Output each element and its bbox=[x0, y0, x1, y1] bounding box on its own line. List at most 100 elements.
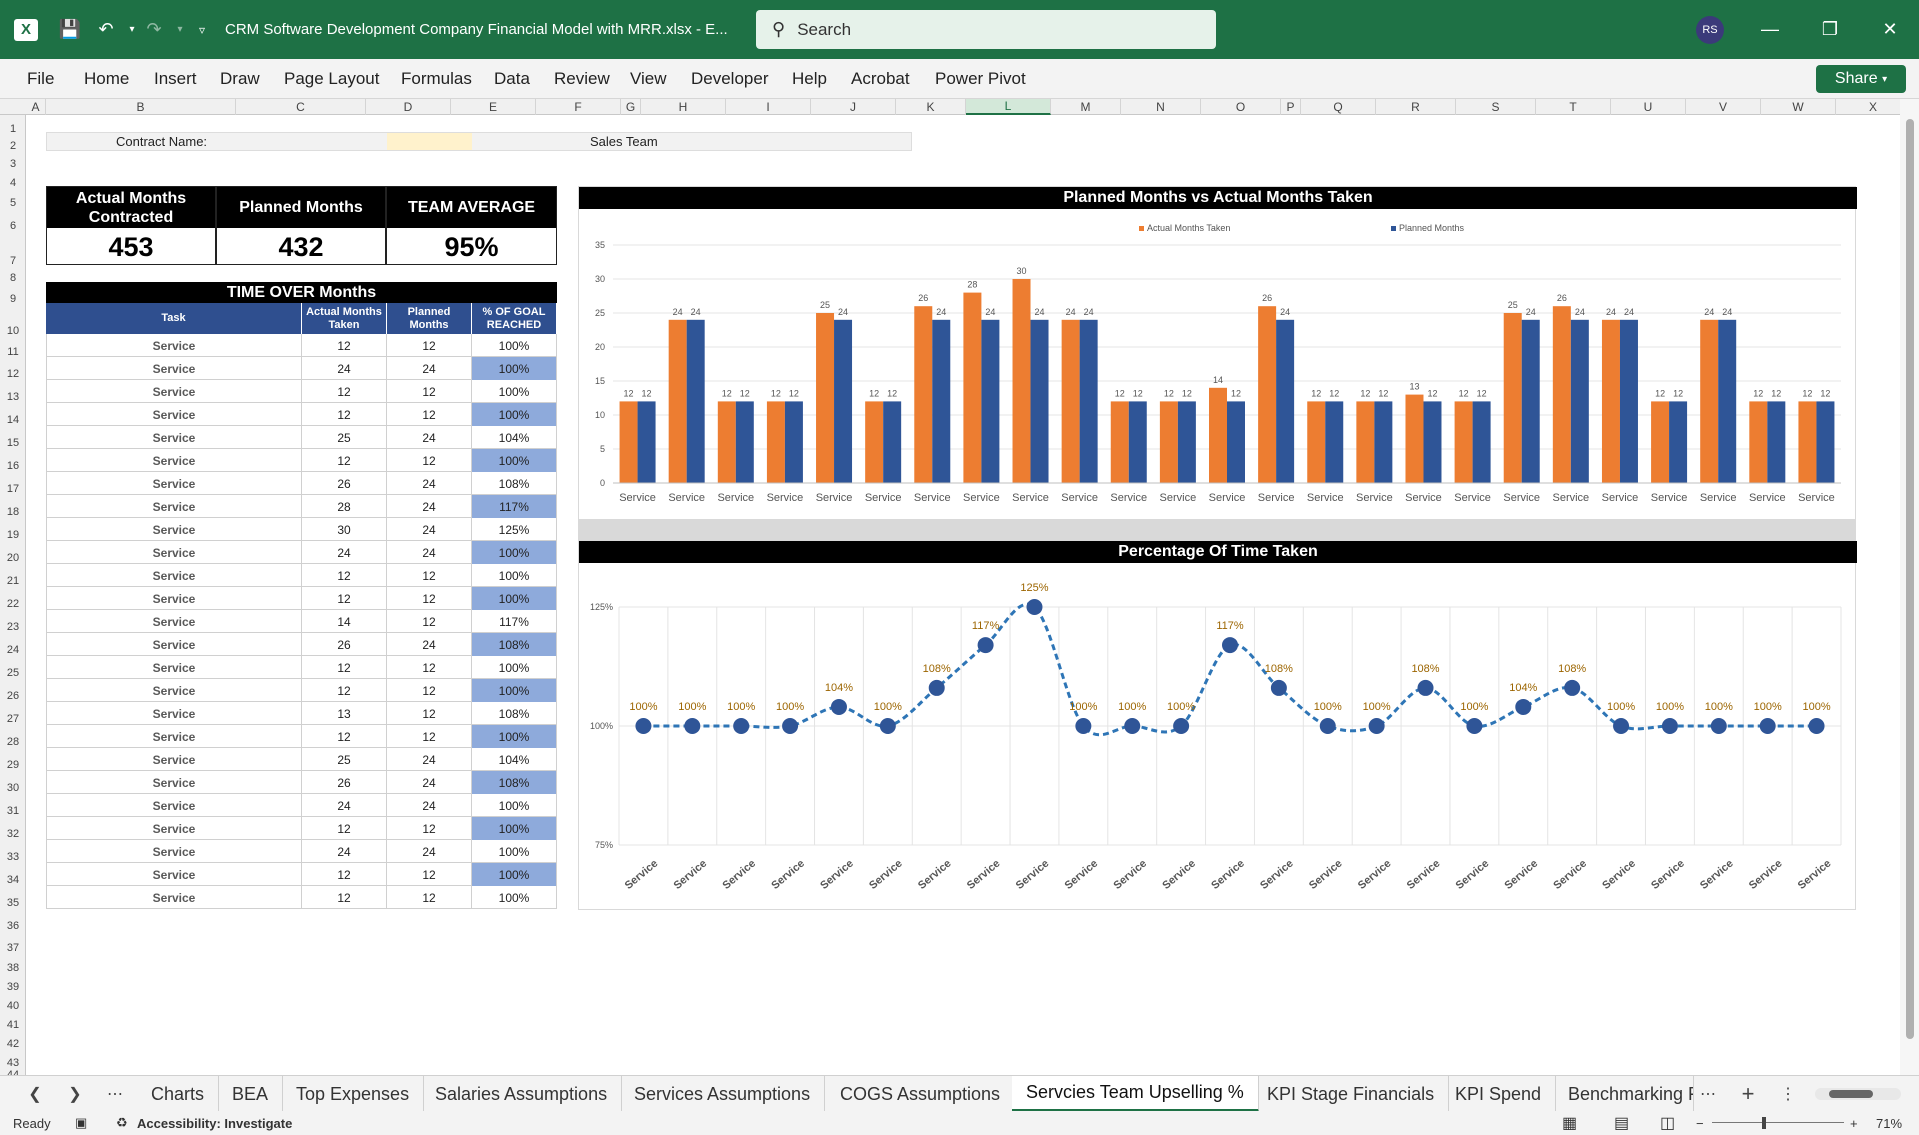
cell-task[interactable]: Service bbox=[46, 357, 302, 380]
menu-insert[interactable]: Insert bbox=[154, 69, 197, 88]
page-break-view-icon[interactable]: ◫ bbox=[1660, 1115, 1676, 1132]
cell-planned-months[interactable]: 12 bbox=[387, 886, 472, 909]
row-header[interactable]: 11 bbox=[7, 346, 19, 358]
cell-actual-months[interactable]: 12 bbox=[302, 449, 387, 472]
contract-name-input[interactable] bbox=[387, 133, 472, 150]
menu-developer[interactable]: Developer bbox=[691, 69, 769, 88]
cell-actual-months[interactable]: 26 bbox=[302, 472, 387, 495]
column-header[interactable]: R bbox=[1376, 99, 1456, 115]
cell-goal-percent[interactable]: 100% bbox=[472, 840, 557, 863]
cell-task[interactable]: Service bbox=[46, 564, 302, 587]
menu-power-pivot[interactable]: Power Pivot bbox=[935, 69, 1026, 88]
menu-page-layout[interactable]: Page Layout bbox=[284, 69, 380, 88]
cell-task[interactable]: Service bbox=[46, 633, 302, 656]
page-layout-view-icon[interactable]: ▤ bbox=[1614, 1115, 1630, 1132]
cell-goal-percent[interactable]: 104% bbox=[472, 426, 557, 449]
menu-data[interactable]: Data bbox=[494, 69, 530, 88]
cell-planned-months[interactable]: 24 bbox=[387, 840, 472, 863]
cell-task[interactable]: Service bbox=[46, 771, 302, 794]
cell-planned-months[interactable]: 24 bbox=[387, 541, 472, 564]
column-header[interactable]: E bbox=[451, 99, 536, 115]
cell-goal-percent[interactable]: 100% bbox=[472, 794, 557, 817]
tab-scroll-left-icon[interactable]: ❮ bbox=[28, 1086, 42, 1103]
row-header[interactable]: 5 bbox=[9, 197, 17, 209]
cell-goal-percent[interactable]: 100% bbox=[472, 886, 557, 909]
cell-planned-months[interactable]: 24 bbox=[387, 495, 472, 518]
cell-planned-months[interactable]: 12 bbox=[387, 863, 472, 886]
tab-servcies-team-upselling[interactable]: Servcies Team Upselling % bbox=[1012, 1076, 1259, 1112]
cell-task[interactable]: Service bbox=[46, 472, 302, 495]
column-header[interactable]: O bbox=[1201, 99, 1281, 115]
redo-icon[interactable]: ↷ bbox=[146, 19, 162, 39]
column-header[interactable]: I bbox=[726, 99, 811, 115]
macro-record-icon[interactable]: ▣ bbox=[75, 1115, 88, 1130]
cell-task[interactable]: Service bbox=[46, 518, 302, 541]
more-tabs-right-icon[interactable]: ⋯ bbox=[1700, 1086, 1716, 1103]
close-icon[interactable]: ✕ bbox=[1882, 19, 1898, 39]
cell-actual-months[interactable]: 26 bbox=[302, 771, 387, 794]
undo-dropdown-icon[interactable]: ▾ bbox=[129, 24, 135, 35]
tab-cogs-assumptions[interactable]: COGS Assumptions bbox=[826, 1076, 1016, 1112]
cell-planned-months[interactable]: 24 bbox=[387, 748, 472, 771]
cell-planned-months[interactable]: 12 bbox=[387, 587, 472, 610]
row-header[interactable]: 32 bbox=[6, 828, 20, 840]
cell-actual-months[interactable]: 24 bbox=[302, 840, 387, 863]
row-header[interactable]: 26 bbox=[6, 690, 20, 702]
cell-actual-months[interactable]: 12 bbox=[302, 863, 387, 886]
row-header[interactable]: 4 bbox=[9, 177, 17, 189]
row-header[interactable]: 38 bbox=[6, 962, 20, 974]
menu-review[interactable]: Review bbox=[554, 69, 610, 88]
cell-actual-months[interactable]: 28 bbox=[302, 495, 387, 518]
cell-planned-months[interactable]: 24 bbox=[387, 771, 472, 794]
cell-actual-months[interactable]: 26 bbox=[302, 633, 387, 656]
cell-task[interactable]: Service bbox=[46, 380, 302, 403]
menu-file[interactable]: File bbox=[27, 69, 55, 88]
column-header[interactable]: C bbox=[236, 99, 366, 115]
menu-view[interactable]: View bbox=[630, 69, 667, 88]
row-header[interactable]: 1 bbox=[9, 123, 17, 135]
row-header[interactable]: 10 bbox=[6, 325, 20, 337]
row-header[interactable]: 18 bbox=[6, 506, 20, 518]
undo-icon[interactable]: ↶ bbox=[98, 19, 114, 39]
row-header[interactable]: 15 bbox=[6, 437, 20, 449]
cell-task[interactable]: Service bbox=[46, 886, 302, 909]
cell-actual-months[interactable]: 24 bbox=[302, 357, 387, 380]
column-header[interactable]: P bbox=[1281, 99, 1301, 115]
more-tabs-icon[interactable]: ⋯ bbox=[107, 1086, 123, 1103]
row-header[interactable]: 2 bbox=[9, 140, 17, 152]
cell-goal-percent[interactable]: 117% bbox=[472, 495, 557, 518]
row-header[interactable]: 22 bbox=[6, 598, 20, 610]
zoom-slider[interactable] bbox=[1712, 1122, 1844, 1123]
cell-task[interactable]: Service bbox=[46, 495, 302, 518]
cell-planned-months[interactable]: 24 bbox=[387, 426, 472, 449]
column-header[interactable]: U bbox=[1611, 99, 1686, 115]
row-header[interactable]: 7 bbox=[9, 255, 17, 267]
row-header[interactable]: 8 bbox=[9, 272, 17, 284]
cell-goal-percent[interactable]: 100% bbox=[472, 587, 557, 610]
cell-planned-months[interactable]: 12 bbox=[387, 380, 472, 403]
row-header[interactable]: 13 bbox=[6, 391, 20, 403]
cell-task[interactable]: Service bbox=[46, 403, 302, 426]
add-sheet-icon[interactable]: + bbox=[1741, 1081, 1755, 1106]
column-header[interactable]: V bbox=[1686, 99, 1761, 115]
cell-goal-percent[interactable]: 125% bbox=[472, 518, 557, 541]
row-header[interactable]: 12 bbox=[6, 368, 20, 380]
minimize-icon[interactable]: — bbox=[1761, 19, 1779, 39]
cell-goal-percent[interactable]: 100% bbox=[472, 679, 557, 702]
column-header[interactable]: D bbox=[366, 99, 451, 115]
cell-goal-percent[interactable]: 108% bbox=[472, 702, 557, 725]
cell-planned-months[interactable]: 12 bbox=[387, 656, 472, 679]
tab-scroll-right-icon[interactable]: ❯ bbox=[68, 1086, 82, 1103]
cell-actual-months[interactable]: 24 bbox=[302, 541, 387, 564]
row-header[interactable]: 41 bbox=[6, 1019, 20, 1031]
cell-actual-months[interactable]: 12 bbox=[302, 564, 387, 587]
row-header[interactable]: 33 bbox=[6, 851, 20, 863]
row-header[interactable]: 39 bbox=[6, 981, 20, 993]
column-header[interactable]: H bbox=[641, 99, 726, 115]
zoom-slider-thumb[interactable] bbox=[1762, 1117, 1766, 1129]
cell-goal-percent[interactable]: 100% bbox=[472, 403, 557, 426]
menu-formulas[interactable]: Formulas bbox=[401, 69, 472, 88]
row-header[interactable]: 17 bbox=[6, 483, 20, 495]
cell-goal-percent[interactable]: 100% bbox=[472, 817, 557, 840]
row-header[interactable]: 34 bbox=[6, 874, 20, 886]
